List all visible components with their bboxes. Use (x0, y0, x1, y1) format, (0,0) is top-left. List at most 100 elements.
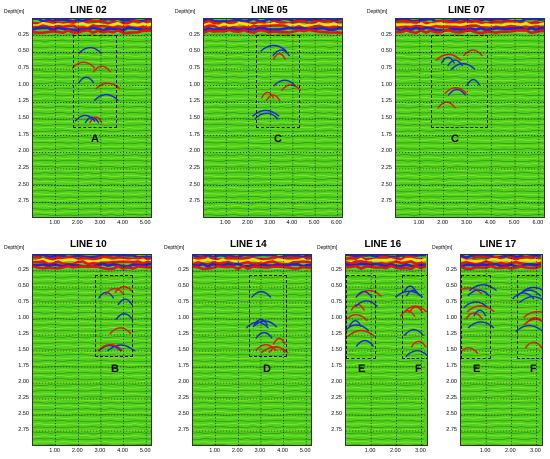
reflection-stripe (461, 338, 539, 341)
reflection-stripe (193, 278, 311, 282)
distance-tick-label: 3.00 (415, 448, 426, 454)
depth-tick-label: 1.75 (446, 363, 457, 369)
surface-band (33, 21, 151, 28)
anomaly-reflection (348, 319, 362, 327)
anomaly-reflection (255, 344, 277, 352)
radargram-image: B (32, 254, 152, 446)
reflection-stripe (396, 123, 544, 126)
reflection-stripe (193, 299, 311, 303)
reflection-stripe (33, 174, 151, 178)
depth-tick-label: 0.25 (446, 267, 457, 273)
reflection-stripe (346, 308, 425, 312)
reflection-stripe (396, 108, 544, 112)
depth-tick-label: 1.25 (446, 331, 457, 337)
reflection-stripe (204, 54, 342, 58)
reflection-stripe (33, 144, 151, 148)
reflection-stripe (193, 392, 311, 396)
reflection-stripe (193, 407, 311, 411)
reflection-stripe (193, 341, 311, 345)
reflection-stripe (204, 177, 342, 181)
reflection-stripe (33, 198, 151, 202)
anomaly-zone-box (431, 35, 488, 128)
anomaly-reflection (435, 53, 462, 62)
anomaly-reflection (95, 82, 121, 90)
reflection-stripe (396, 135, 544, 139)
reflection-stripe (396, 162, 544, 166)
reflection-stripe (193, 368, 311, 372)
reflection-stripe (461, 329, 540, 333)
reflection-stripe (33, 135, 151, 139)
reflection-stripe (346, 374, 425, 378)
reflection-stripe (193, 332, 311, 336)
reflection-stripe (193, 281, 311, 285)
reflection-stripe (461, 344, 540, 348)
anomaly-reflection (466, 78, 481, 86)
anomaly-zone-box (73, 35, 117, 128)
depth-tick-label: 1.75 (381, 131, 392, 138)
distance-tick-label: 5.00 (308, 220, 320, 226)
radargram-svg (33, 19, 151, 217)
anomaly-reflection (117, 298, 133, 306)
reflection-stripe (33, 356, 151, 360)
reflection-stripe (33, 96, 151, 100)
reflection-stripe (346, 320, 425, 323)
reflection-stripe (193, 359, 311, 363)
reflection-stripe (346, 341, 425, 344)
reflection-stripe (461, 341, 539, 345)
depth-tick-label: 1.25 (381, 98, 392, 105)
reflection-stripe (204, 174, 342, 178)
reflection-stripe (33, 404, 151, 408)
reflection-stripe (461, 281, 540, 285)
reflection-stripe (33, 195, 151, 199)
reflection-stripe (396, 39, 544, 43)
reflection-stripe (461, 416, 540, 420)
anomaly-reflection (255, 331, 273, 339)
distance-tick-label: 1.00 (413, 220, 425, 226)
reflection-stripe (346, 398, 425, 402)
depth-tick-label: 0.50 (331, 283, 342, 289)
reflection-stripe (65, 216, 136, 217)
anomaly-reflection (410, 340, 427, 348)
reflection-stripe (204, 48, 342, 52)
depth-tick-label: 1.75 (189, 131, 200, 138)
reflection-stripe (193, 404, 311, 408)
depth-tick-label: 0.25 (381, 31, 392, 38)
reflection-stripe (396, 189, 544, 193)
reflection-stripe (193, 308, 311, 312)
reflection-stripe (33, 362, 151, 366)
anomaly-reflection (355, 290, 373, 298)
reflection-stripe (346, 410, 425, 414)
reflection-stripe (461, 362, 540, 366)
reflection-stripe (396, 171, 544, 175)
radargram-svg (33, 255, 151, 445)
reflection-stripe (396, 147, 544, 151)
distance-tick-label: 2.00 (231, 448, 243, 454)
reflection-stripe (461, 440, 540, 444)
reflection-stripe (346, 386, 425, 389)
depth-tick-label: 1.00 (178, 315, 189, 321)
reflection-stripe (33, 425, 151, 429)
reflection-stripe (33, 51, 151, 55)
surface-band (461, 264, 542, 271)
depth-tick-label: 0.25 (178, 267, 189, 273)
radargram-image: A (32, 18, 152, 218)
reflection-stripe (461, 419, 540, 423)
reflection-stripe (204, 90, 342, 94)
reflection-stripe (204, 147, 342, 151)
distance-tick-label: 5.00 (508, 220, 520, 226)
depth-tick-label: 0.25 (331, 267, 342, 273)
surface-band (33, 260, 151, 266)
reflection-stripe (204, 81, 342, 85)
panel-title: LINE 14 (230, 239, 267, 250)
distance-tick-label: 2.00 (71, 448, 83, 454)
reflection-stripe (346, 347, 425, 351)
reflection-stripe (193, 329, 311, 333)
reflection-stripe (33, 204, 151, 208)
reflection-stripe (193, 437, 311, 441)
anomaly-reflection (399, 309, 416, 318)
reflection-stripe (396, 66, 544, 70)
depth-tick-label: 0.75 (446, 299, 457, 305)
anomaly-reflection (440, 56, 456, 64)
reflection-stripe (396, 204, 544, 208)
reflection-stripe (33, 126, 151, 130)
